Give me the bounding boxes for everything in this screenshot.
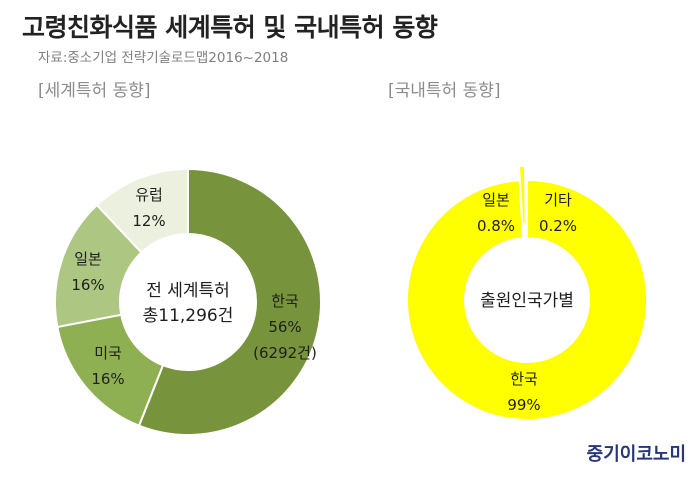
domestic-slice-1: [517, 165, 527, 226]
page-title: 고령친화식품 세계특허 및 국내특허 동향: [22, 13, 438, 42]
domestic-slice-label-1: 일본: [482, 191, 510, 209]
domestic-section-label: [국내특허 동향]: [388, 81, 501, 101]
world-slice-3: [95, 167, 189, 254]
domestic-slice-2: [524, 160, 528, 222]
world-section-label: [세계특허 동향]: [38, 81, 151, 101]
domestic-center-label-0: 출원인국가별: [480, 291, 574, 311]
domestic-slice-value-2: 0.2%: [539, 217, 577, 235]
domestic-slice-0: [406, 178, 648, 421]
source-note: 자료:중소기업 전략기술로드맵2016~2018: [38, 50, 289, 66]
world-slice-label-1: 미국: [94, 344, 122, 362]
world-center-label-1: 총11,296건: [143, 306, 234, 326]
world-slice-value-2: 16%: [71, 276, 104, 294]
world-slice-label-3: 유럽: [135, 186, 163, 204]
world-slice-value-0: 56%: [268, 318, 301, 336]
domestic-slice-label-0: 한국: [510, 370, 538, 388]
domestic-slice-label-2: 기타: [544, 191, 572, 209]
world-slice-value-3: 12%: [132, 212, 165, 230]
world-slice-0: [137, 167, 322, 436]
world-slice-note-0: (6292건): [253, 344, 317, 362]
domestic-slice-value-0: 99%: [507, 396, 540, 414]
world-center-label-0: 전 세계특허: [146, 281, 230, 301]
world-slice-value-1: 16%: [91, 370, 124, 388]
domestic-slice-value-1: 0.8%: [477, 217, 515, 235]
world-slice-label-2: 일본: [74, 250, 102, 268]
world-slice-label-0: 한국: [271, 292, 299, 310]
brand-logo: 중기이코노미: [586, 444, 686, 465]
